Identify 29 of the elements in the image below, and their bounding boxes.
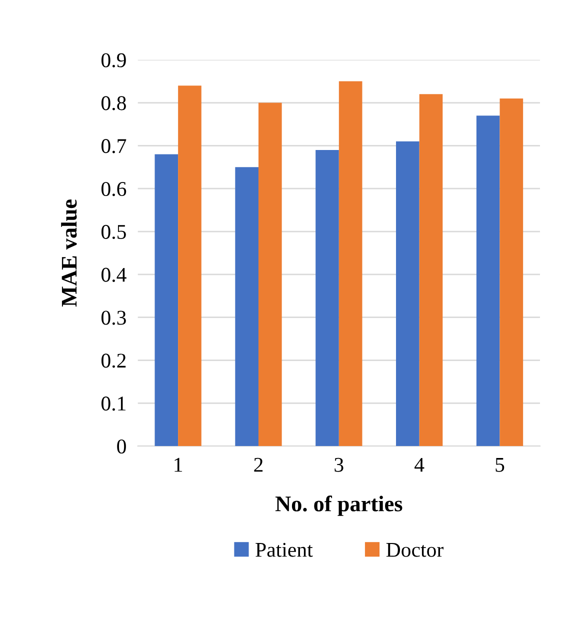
bar [338,81,362,446]
y-tick-label: 0.5 [101,224,126,240]
bar [500,98,524,446]
y-tick-label: 0.2 [101,354,126,368]
bar [258,102,282,446]
legend-label: Doctor [386,543,444,557]
y-tick-label: 0.6 [101,182,126,196]
bar [419,94,443,446]
bar [178,86,202,446]
x-axis-title: No. of parties [275,496,402,516]
y-tick-label: 0.8 [101,96,126,110]
y-tick-label: 0.7 [101,139,126,154]
bar [235,167,258,446]
bar [154,154,178,446]
y-tick-label: 0 [117,439,126,454]
y-tick-label: 0.1 [101,396,126,411]
y-axis-title: MAE value [61,200,77,307]
x-tick-label: 1 [174,458,182,472]
bar [476,116,500,446]
bar [316,150,339,446]
y-tick-label: 0.9 [101,53,126,68]
x-tick-label: 2 [254,458,263,472]
bar [396,141,420,446]
y-tick-label: 0.4 [101,268,126,282]
x-tick-label: 3 [334,458,344,472]
legend-label: Patient [256,542,313,557]
y-tick-label: 0.3 [101,310,126,325]
x-tick-label: 4 [414,458,424,472]
x-tick-label: 5 [496,458,504,472]
